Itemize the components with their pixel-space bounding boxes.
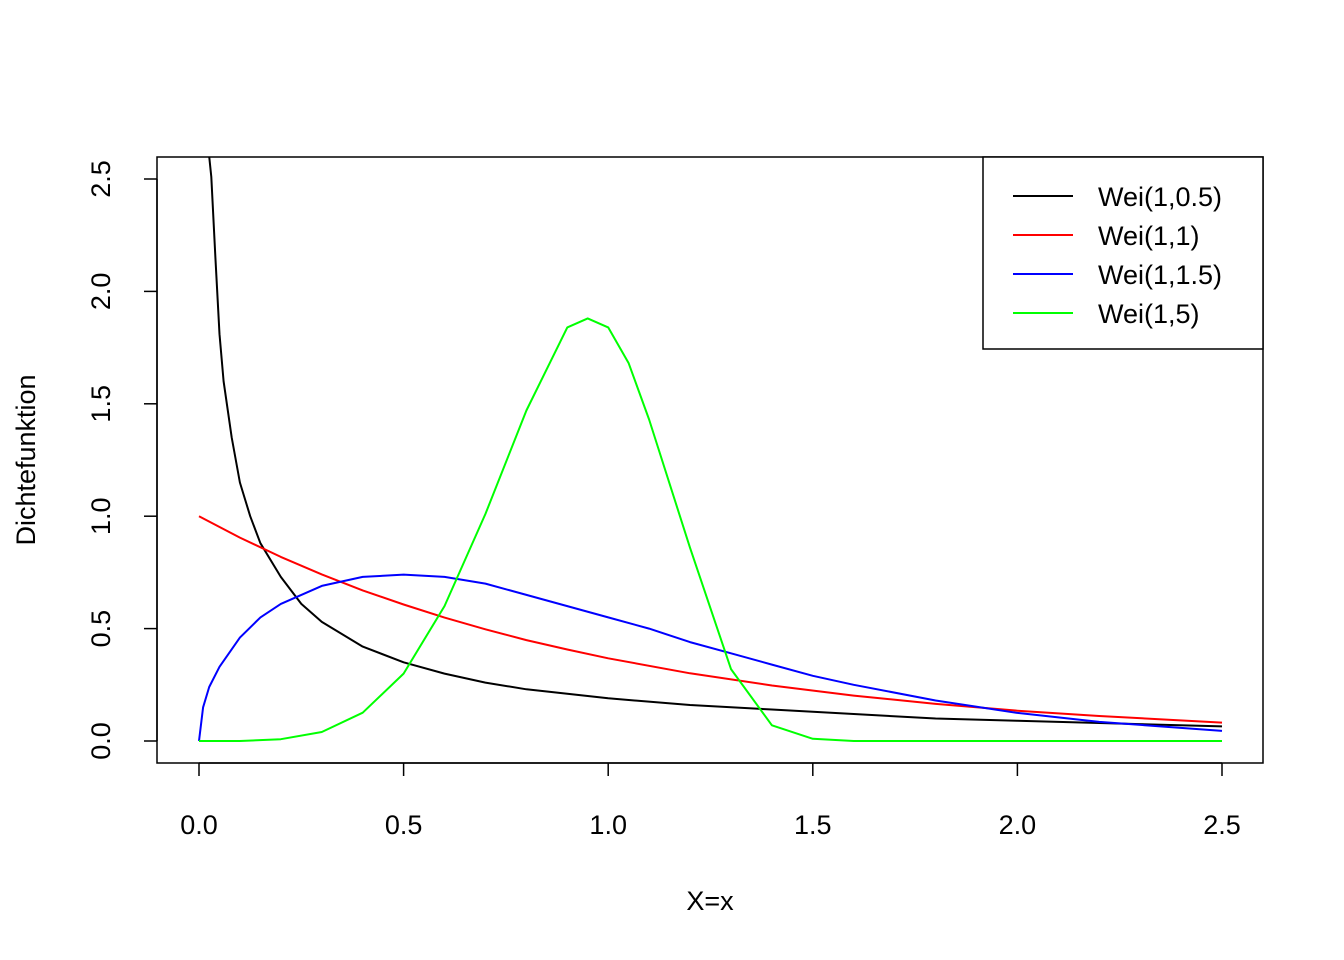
x-tick-label: 2.0 <box>999 810 1037 840</box>
y-tick-label: 1.5 <box>86 385 116 423</box>
x-tick-label: 1.0 <box>589 810 627 840</box>
legend-label: Wei(1,0.5) <box>1098 182 1222 212</box>
y-tick-label: 0.0 <box>86 722 116 760</box>
y-axis-title: Dichtefunktion <box>11 374 41 545</box>
series-line-3 <box>198 573 1223 742</box>
legend-label: Wei(1,1.5) <box>1098 260 1222 290</box>
y-tick-label: 2.0 <box>86 273 116 311</box>
legend-box <box>982 156 1264 350</box>
y-tick-label: 1.0 <box>86 497 116 535</box>
x-tick-label: 0.0 <box>180 810 218 840</box>
series-group <box>198 157 1223 742</box>
legend-label: Wei(1,1) <box>1098 221 1200 251</box>
y-axis: 0.0 0.5 1.0 1.5 2.0 2.5 <box>86 160 158 760</box>
x-axis-title: X=x <box>686 886 734 916</box>
series-line-1 <box>208 157 1223 728</box>
legend-label: Wei(1,5) <box>1098 299 1200 329</box>
x-tick-label: 0.5 <box>385 810 423 840</box>
x-tick-label: 2.5 <box>1203 810 1241 840</box>
legend: Wei(1,0.5) Wei(1,1) Wei(1,1.5) Wei(1,5) <box>982 156 1264 350</box>
x-axis: 0.0 0.5 1.0 1.5 2.0 2.5 <box>180 762 1241 840</box>
series-line-2 <box>198 515 1223 724</box>
x-tick-label: 1.5 <box>794 810 832 840</box>
y-tick-label: 2.5 <box>86 160 116 198</box>
series-line-4 <box>199 317 1222 742</box>
y-tick-label: 0.5 <box>86 610 116 648</box>
